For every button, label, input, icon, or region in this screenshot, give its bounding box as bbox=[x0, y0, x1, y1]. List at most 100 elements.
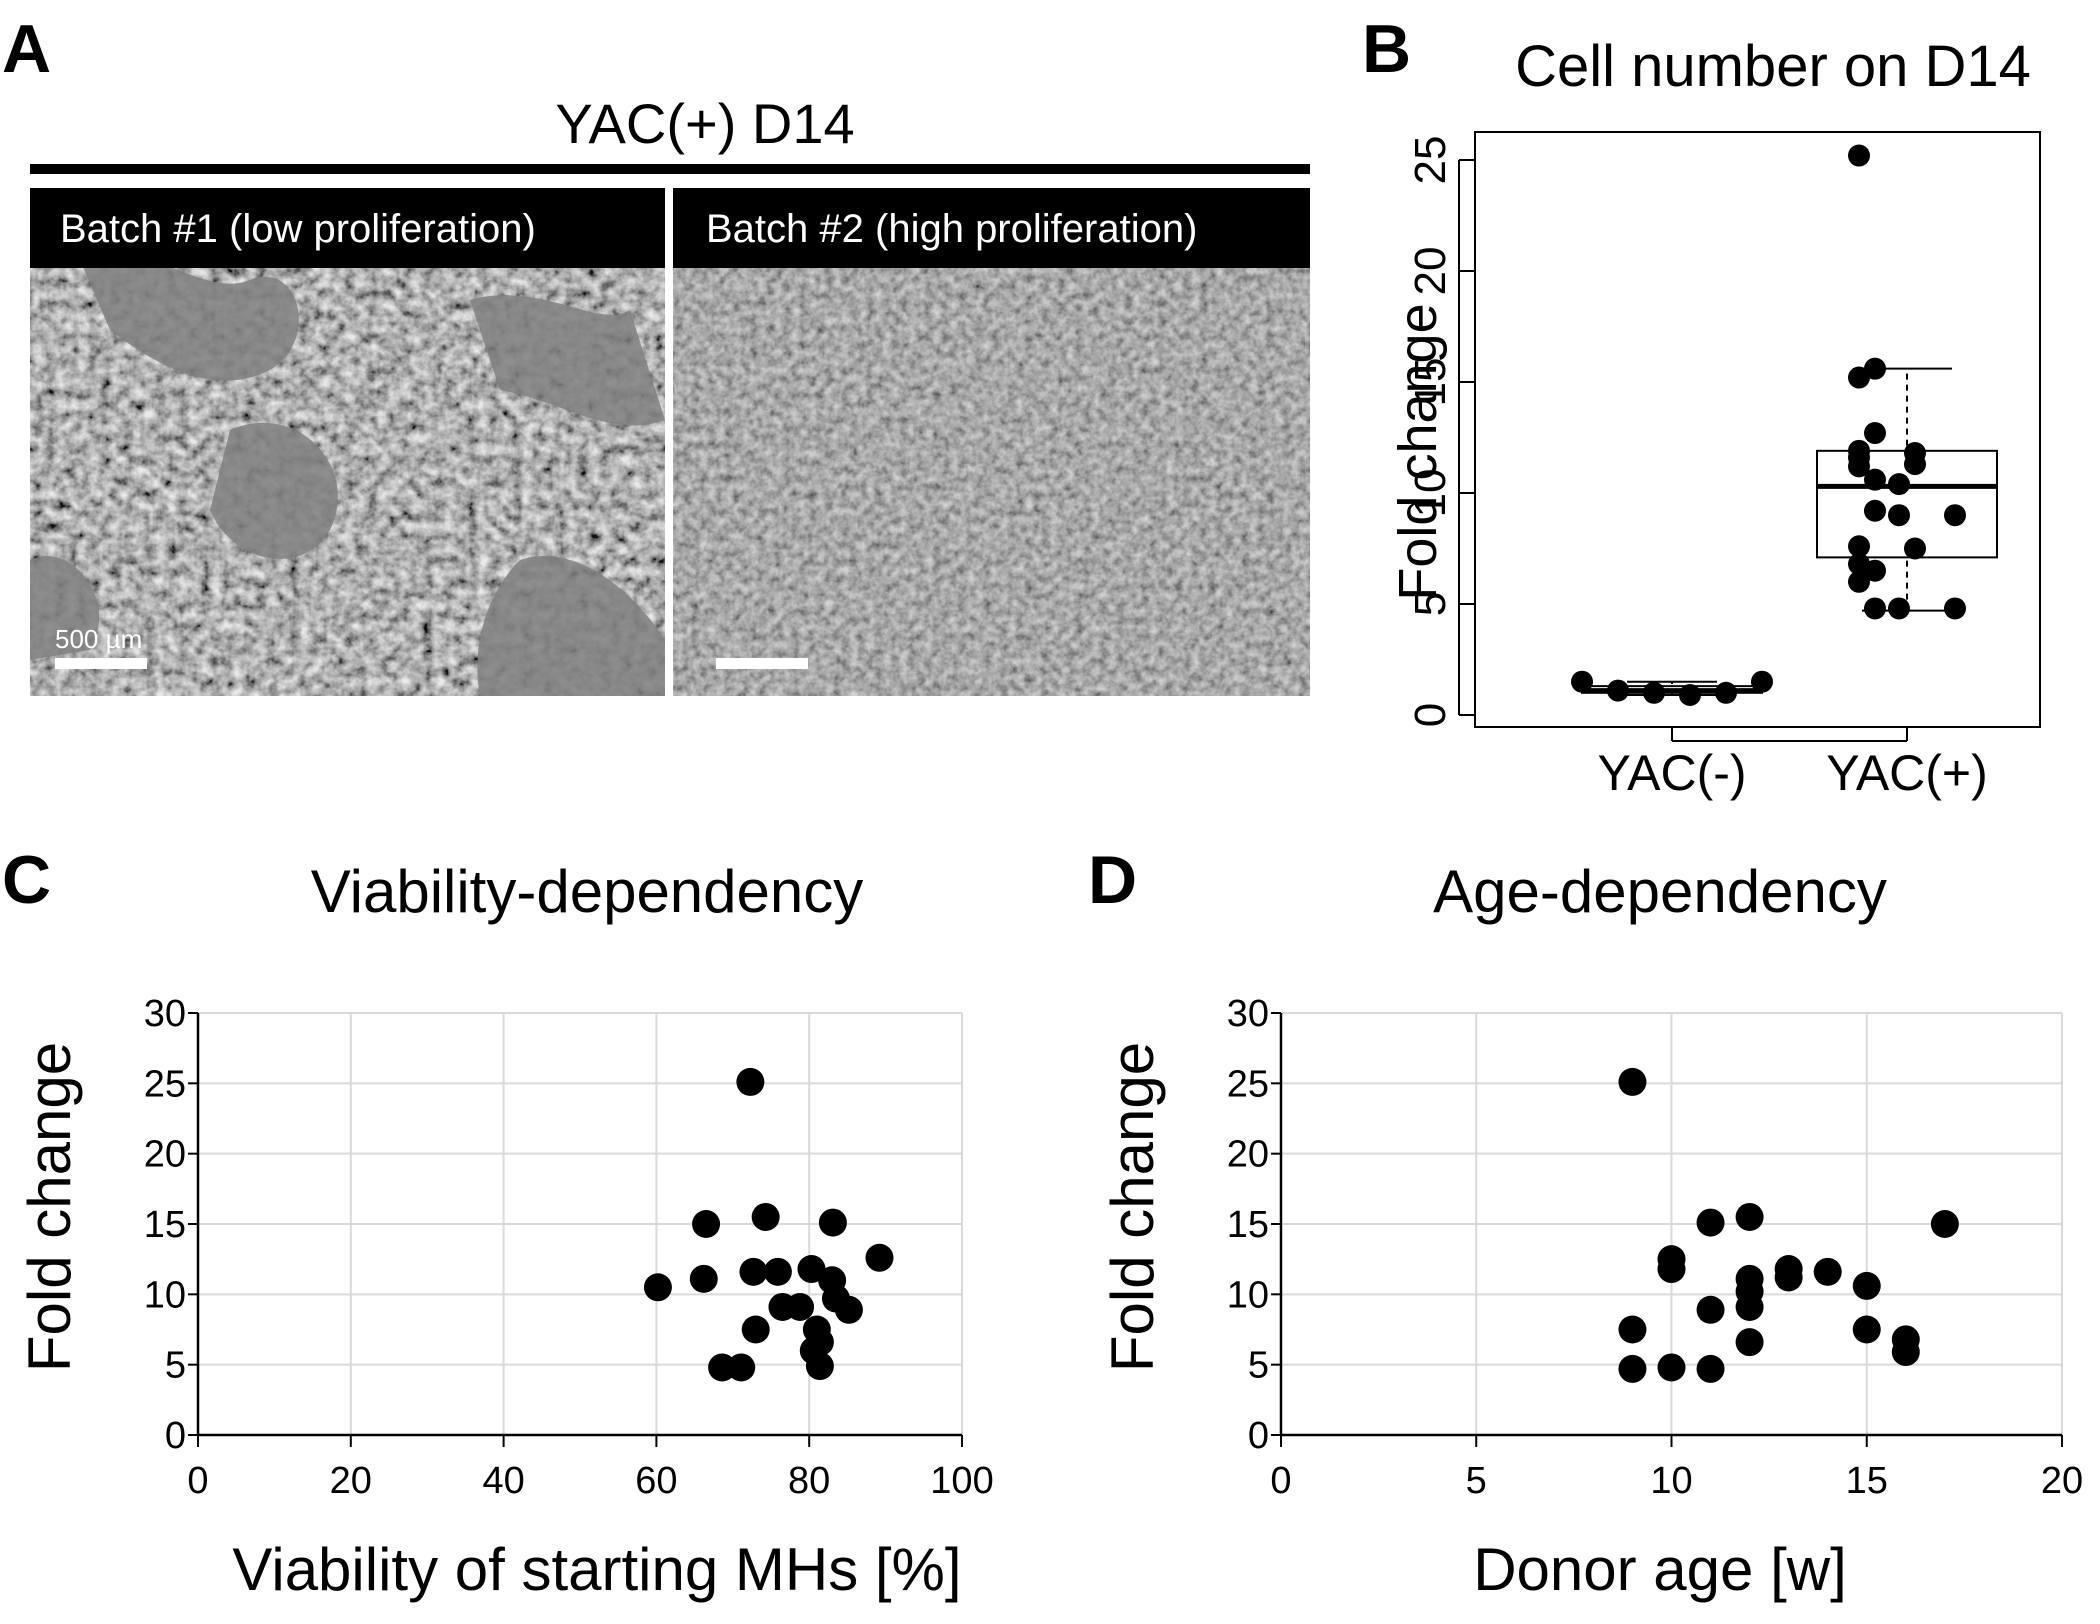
data-point bbox=[1891, 1338, 1920, 1367]
y-tick-label: 30 bbox=[1227, 993, 1269, 1035]
data-point bbox=[1735, 1292, 1764, 1321]
data-point bbox=[1888, 504, 1910, 527]
chart-d-plot: 0 5 10 15 20 25 30 0 5 10 15 20 bbox=[1227, 993, 2083, 1502]
data-point bbox=[1848, 366, 1870, 389]
panel-letter-b: B bbox=[1362, 11, 1411, 87]
batch-1-label: Batch #1 (low proliferation) bbox=[60, 207, 536, 251]
y-tick-label: 10 bbox=[144, 1274, 186, 1316]
data-point bbox=[1848, 535, 1870, 558]
y-tick-label: 15 bbox=[1406, 358, 1455, 407]
data-point bbox=[865, 1243, 894, 1272]
y-tick-label: 15 bbox=[144, 1204, 186, 1246]
x-tick-label: 15 bbox=[1846, 1460, 1888, 1502]
chart-b-x-tick-labels: YAC(-) YAC(+) bbox=[1597, 727, 1988, 801]
y-tick-label: 10 bbox=[1406, 469, 1455, 518]
micrograph-batch-1: Batch #1 (low proliferation) 500 µm bbox=[30, 188, 665, 696]
panel-letter-c: C bbox=[2, 842, 51, 918]
y-tick-label: 0 bbox=[1406, 703, 1455, 727]
data-point bbox=[1930, 1210, 1959, 1238]
data-point bbox=[1864, 597, 1886, 620]
panel-letter-a: A bbox=[2, 11, 51, 87]
y-tick-label: 10 bbox=[1227, 1274, 1269, 1316]
y-tick-label: 0 bbox=[1248, 1415, 1269, 1457]
data-point bbox=[818, 1208, 847, 1237]
data-point bbox=[751, 1202, 780, 1231]
data-point bbox=[1944, 597, 1966, 620]
data-point bbox=[1696, 1295, 1725, 1324]
chart-d-x-axis-label: Donor age [w] bbox=[1473, 1536, 1847, 1603]
scale-bar bbox=[716, 658, 808, 669]
chart-d-y-axis-label: Fold change bbox=[1099, 1042, 1166, 1372]
data-point bbox=[1657, 1353, 1686, 1382]
data-point bbox=[1904, 537, 1926, 560]
data-point bbox=[1618, 1315, 1647, 1344]
x-tick-label: 100 bbox=[930, 1460, 993, 1502]
data-point bbox=[797, 1255, 826, 1284]
data-point bbox=[1571, 670, 1593, 693]
data-point bbox=[1751, 670, 1773, 693]
x-tick-label: YAC(+) bbox=[1826, 745, 1988, 801]
data-point bbox=[1679, 684, 1701, 707]
data-point bbox=[1888, 597, 1910, 620]
data-point bbox=[1618, 1067, 1647, 1096]
panel-d: D Age-dependency Donor age [w] Fold chan… bbox=[1088, 842, 2083, 1603]
y-tick-label: 5 bbox=[1406, 592, 1455, 616]
panel-letter-d: D bbox=[1088, 842, 1137, 918]
data-point bbox=[1657, 1255, 1686, 1284]
data-point bbox=[1643, 681, 1665, 704]
x-tick-label: 0 bbox=[1270, 1460, 1291, 1502]
data-point bbox=[692, 1210, 721, 1238]
chart-b-points bbox=[1571, 144, 1966, 707]
y-tick-label: 0 bbox=[165, 1415, 186, 1457]
batch-2-label-bg bbox=[673, 188, 1310, 268]
data-point bbox=[1864, 499, 1886, 522]
chart-c-x-axis-label: Viability of starting MHs [%] bbox=[232, 1536, 961, 1603]
x-tick-label: 20 bbox=[2041, 1460, 2083, 1502]
y-tick-label: 15 bbox=[1227, 1204, 1269, 1246]
data-point bbox=[1944, 504, 1966, 527]
y-tick-label: 20 bbox=[1227, 1134, 1269, 1176]
y-tick-label: 25 bbox=[1406, 136, 1455, 185]
data-point bbox=[1864, 357, 1886, 380]
data-point bbox=[763, 1257, 792, 1286]
x-tick-label: 20 bbox=[330, 1460, 372, 1502]
panel-a-header-bar bbox=[30, 164, 1310, 174]
data-point bbox=[1864, 468, 1886, 491]
data-point bbox=[1696, 1354, 1725, 1383]
data-point bbox=[1735, 1328, 1764, 1357]
scale-bar bbox=[55, 658, 147, 669]
x-tick-label: 10 bbox=[1650, 1460, 1692, 1502]
y-tick-label: 20 bbox=[1406, 247, 1455, 296]
panel-a: A YAC(+) D14 Batch #1 (low proliferation… bbox=[2, 11, 1310, 696]
x-tick-label: 60 bbox=[635, 1460, 677, 1502]
y-tick-label: 25 bbox=[144, 1063, 186, 1105]
data-point bbox=[1715, 681, 1737, 704]
data-point bbox=[739, 1257, 768, 1286]
data-point bbox=[1864, 559, 1886, 582]
chart-b-y-axis-label: Fold change bbox=[1388, 303, 1448, 600]
data-point bbox=[1904, 453, 1926, 476]
y-tick-label: 5 bbox=[1248, 1345, 1269, 1387]
data-point bbox=[805, 1352, 834, 1381]
data-point bbox=[689, 1264, 718, 1293]
scale-bar-label: 500 µm bbox=[55, 624, 142, 654]
data-point bbox=[1848, 455, 1870, 478]
panel-c: C Viability-dependency Viability of star… bbox=[2, 842, 994, 1603]
data-point bbox=[1813, 1257, 1842, 1286]
data-point bbox=[1618, 1354, 1647, 1383]
data-point bbox=[1607, 679, 1629, 702]
panel-b: B Cell number on D14 Fold change 0 5 10 15 2… bbox=[1362, 11, 2041, 801]
data-point bbox=[1864, 422, 1886, 445]
x-tick-label: 80 bbox=[788, 1460, 830, 1502]
chart-b-boxes bbox=[1581, 367, 1998, 697]
data-point bbox=[1848, 570, 1870, 593]
data-point bbox=[741, 1315, 770, 1344]
data-point bbox=[1852, 1271, 1881, 1300]
chart-d-title: Age-dependency bbox=[1433, 858, 1887, 925]
chart-c-title: Viability-dependency bbox=[311, 858, 864, 925]
x-tick-label: 5 bbox=[1466, 1460, 1487, 1502]
data-point bbox=[736, 1067, 765, 1096]
panel-a-header: YAC(+) D14 bbox=[555, 92, 854, 155]
data-point bbox=[786, 1292, 815, 1321]
data-point bbox=[1888, 473, 1910, 496]
